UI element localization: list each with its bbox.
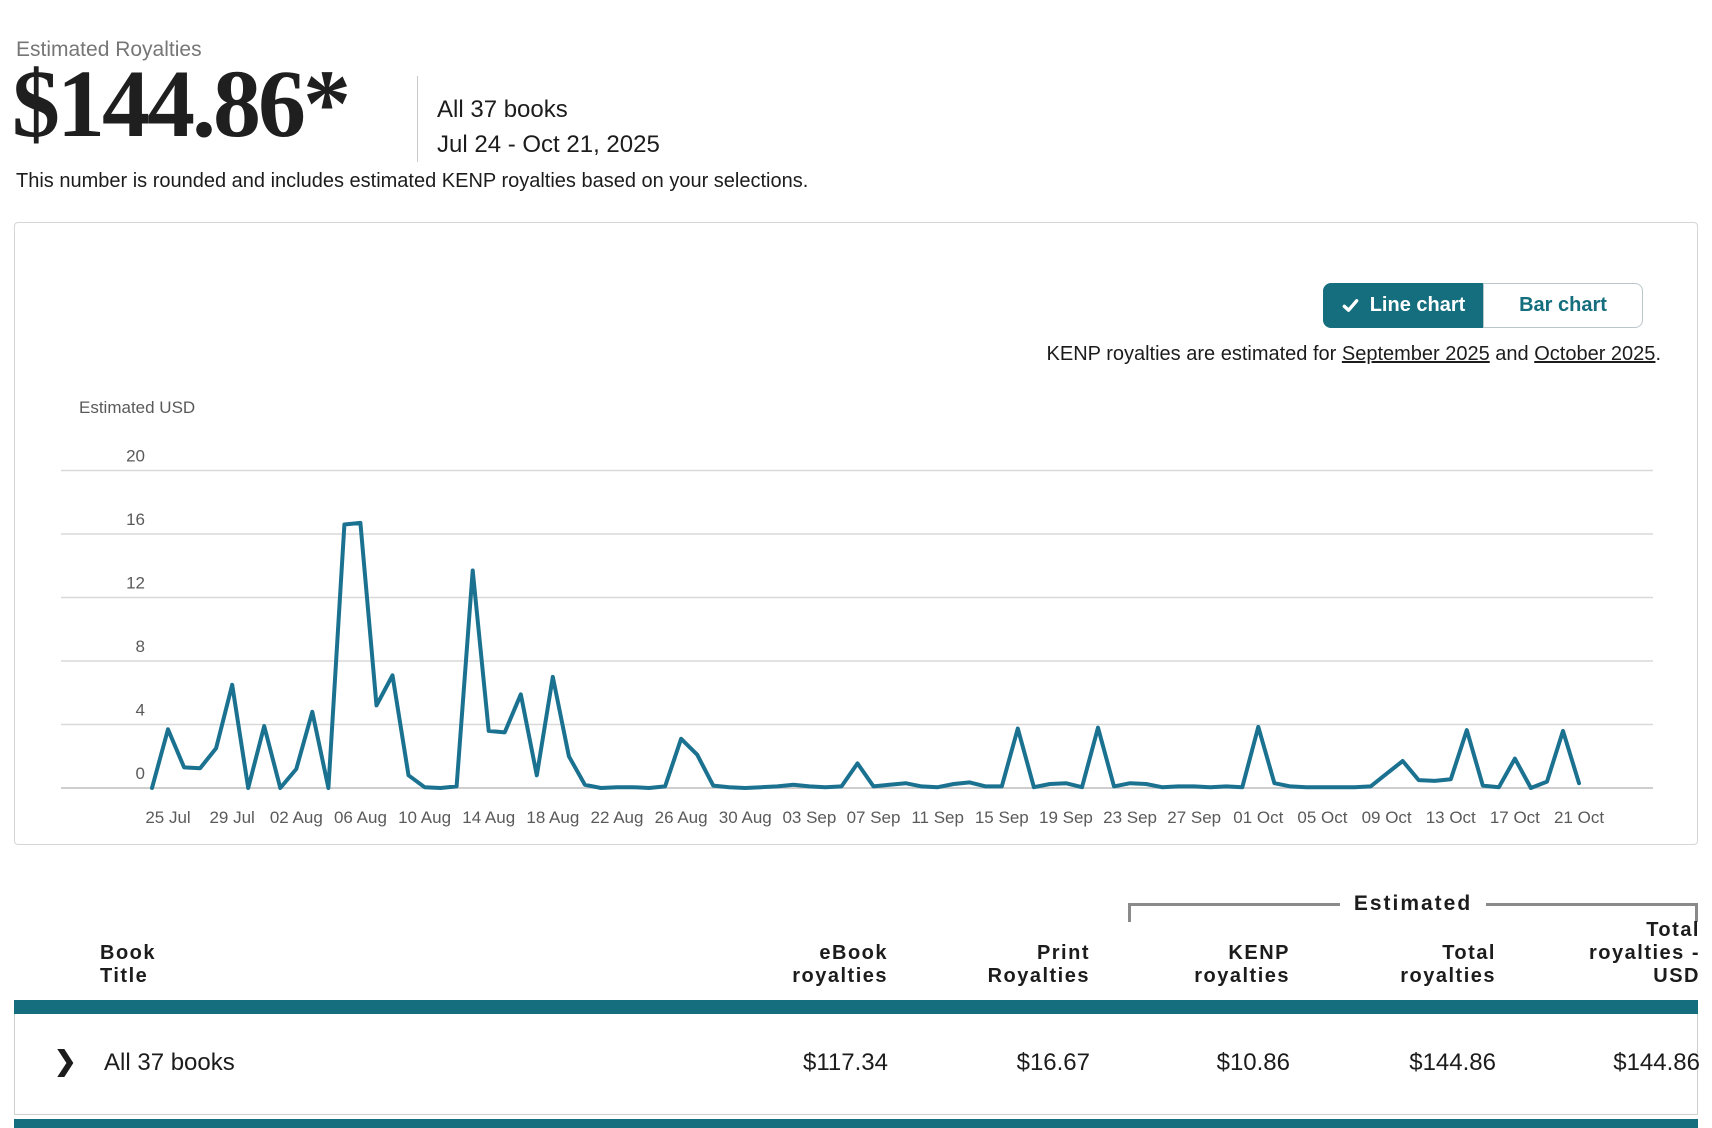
chart-line xyxy=(150,520,1581,790)
y-gridlines xyxy=(61,469,1653,789)
svg-text:09 Oct: 09 Oct xyxy=(1362,808,1412,827)
svg-text:05 Oct: 05 Oct xyxy=(1297,808,1347,827)
col-header-book-title: Book Title xyxy=(100,942,156,987)
estimated-group-label: Estimated xyxy=(1353,892,1473,915)
date-range: Jul 24 - Oct 21, 2025 xyxy=(437,131,660,158)
svg-text:16: 16 xyxy=(126,510,145,529)
table-header-divider-bar xyxy=(14,1000,1698,1014)
next-section-bar xyxy=(14,1119,1698,1128)
rounding-note: This number is rounded and includes esti… xyxy=(16,170,809,192)
header-divider xyxy=(417,76,418,162)
check-icon xyxy=(1341,297,1360,314)
kenp-note-text: KENP royalties are estimated for xyxy=(1046,343,1342,365)
row-ebook-royalties: $117.34 xyxy=(803,1049,888,1076)
estimated-group-bracket: Estimated xyxy=(1128,892,1698,923)
bracket-left-segment xyxy=(1128,903,1340,922)
bar-chart-button-label: Bar chart xyxy=(1519,294,1607,316)
books-scope: All 37 books xyxy=(437,96,568,123)
col-header-ebook-royalties: eBook royalties xyxy=(792,942,888,987)
row-total-royalties: $144.86 xyxy=(1409,1049,1496,1076)
svg-text:8: 8 xyxy=(136,637,145,656)
svg-text:4: 4 xyxy=(136,701,145,720)
svg-text:15 Sep: 15 Sep xyxy=(975,808,1029,827)
svg-text:13 Oct: 13 Oct xyxy=(1426,808,1476,827)
royalties-amount: $144.86* xyxy=(12,50,351,157)
bar-chart-button[interactable]: Bar chart xyxy=(1483,283,1643,328)
line-chart-button-label: Line chart xyxy=(1369,294,1466,316)
svg-text:21 Oct: 21 Oct xyxy=(1554,808,1604,827)
svg-text:03 Sep: 03 Sep xyxy=(782,808,836,827)
col-header-print-royalties: Print Royalties xyxy=(987,942,1090,987)
col-header-total-royalties: Total royalties xyxy=(1400,942,1496,987)
svg-text:20: 20 xyxy=(126,447,145,466)
chevron-right-icon[interactable]: ❯ xyxy=(54,1046,77,1076)
row-total-royalties-usd: $144.86 xyxy=(1613,1049,1700,1076)
svg-text:19 Sep: 19 Sep xyxy=(1039,808,1093,827)
royalties-line-chart: 20 16 12 8 4 0 Estimated USD 25 Jul 29 Jul 02 Aug… xyxy=(15,223,1697,849)
svg-text:10 Aug: 10 Aug xyxy=(398,808,451,827)
svg-text:01 Oct: 01 Oct xyxy=(1233,808,1283,827)
svg-text:27 Sep: 27 Sep xyxy=(1167,808,1221,827)
svg-text:25 Jul: 25 Jul xyxy=(145,808,190,827)
svg-text:17 Oct: 17 Oct xyxy=(1490,808,1540,827)
bracket-right-segment xyxy=(1486,903,1698,922)
row-title: All 37 books xyxy=(104,1049,235,1076)
svg-text:30 Aug: 30 Aug xyxy=(719,808,772,827)
chart-panel: 20 16 12 8 4 0 Estimated USD 25 Jul 29 Jul 02 Aug… xyxy=(14,222,1698,845)
svg-text:12: 12 xyxy=(126,574,145,593)
svg-text:02 Aug: 02 Aug xyxy=(270,808,323,827)
col-header-total-royalties-usd: Total royalties - USD xyxy=(1589,919,1700,987)
svg-text:18 Aug: 18 Aug xyxy=(526,808,579,827)
svg-text:22 Aug: 22 Aug xyxy=(591,808,644,827)
col-header-kenp-royalties: KENP royalties xyxy=(1194,942,1290,987)
estimated-royalties-label: Estimated Royalties xyxy=(16,38,202,61)
kenp-note-period: . xyxy=(1655,343,1661,365)
svg-text:23 Sep: 23 Sep xyxy=(1103,808,1157,827)
x-tick-labels: 25 Jul 29 Jul 02 Aug 06 Aug 10 Aug 14 Aug 18 A… xyxy=(145,808,1604,827)
september-2025-link[interactable]: September 2025 xyxy=(1341,343,1490,365)
svg-text:29 Jul: 29 Jul xyxy=(209,808,254,827)
row-print-royalties: $16.67 xyxy=(1016,1049,1090,1076)
svg-text:11 Sep: 11 Sep xyxy=(911,808,964,827)
line-chart-button[interactable]: Line chart xyxy=(1323,283,1483,328)
y-axis-title: Estimated USD xyxy=(79,398,195,417)
kenp-note-and: and xyxy=(1489,343,1535,365)
table-row[interactable] xyxy=(14,1014,1698,1115)
svg-text:06 Aug: 06 Aug xyxy=(334,808,387,827)
row-kenp-royalties: $10.86 xyxy=(1216,1049,1290,1076)
svg-text:07 Sep: 07 Sep xyxy=(847,808,901,827)
svg-text:14 Aug: 14 Aug xyxy=(462,808,515,827)
kenp-estimate-note: KENP royalties are estimated for Septemb… xyxy=(1047,343,1661,366)
svg-text:26 Aug: 26 Aug xyxy=(655,808,708,827)
chart-type-toggle: Line chart Bar chart xyxy=(1323,283,1643,328)
y-tick-labels: 20 16 12 8 4 0 xyxy=(126,447,145,784)
svg-text:0: 0 xyxy=(136,764,145,783)
october-2025-link[interactable]: October 2025 xyxy=(1534,343,1656,365)
